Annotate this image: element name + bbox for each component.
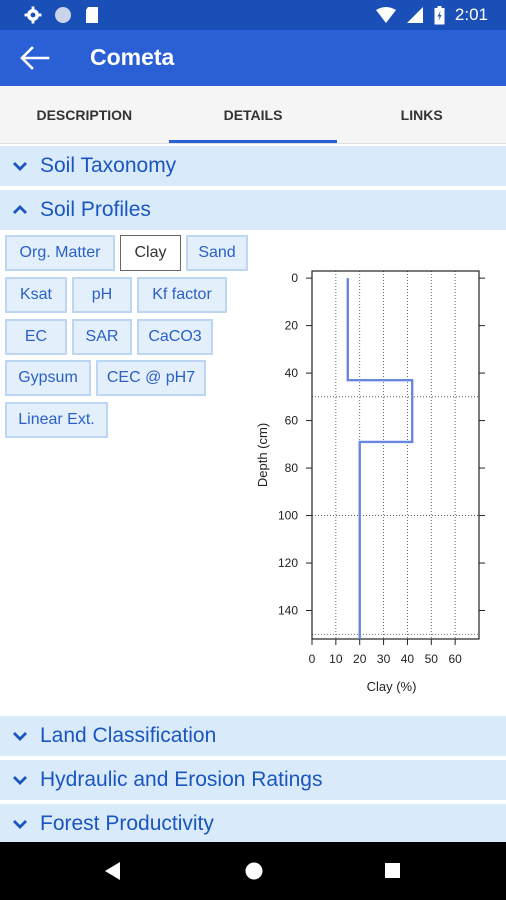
section-land-classification[interactable]: Land Classification (0, 716, 506, 756)
tab-description[interactable]: DESCRIPTION (36, 107, 133, 123)
section-forest-productivity[interactable]: Forest Productivity (0, 804, 506, 844)
section-soil-taxonomy[interactable]: Soil Taxonomy (0, 146, 506, 186)
status-right-icons: 2:01 (375, 5, 488, 25)
chevron-down-icon (0, 818, 40, 830)
ec-button[interactable]: EC (5, 319, 67, 355)
chevron-down-icon (0, 774, 40, 786)
y-tick-label: 120 (278, 556, 298, 570)
status-bar: 2:01 (0, 0, 506, 30)
clay-depth-series (346, 278, 414, 639)
section-label: Land Classification (40, 724, 217, 747)
section-soil-profiles[interactable]: Soil Profiles (0, 190, 506, 230)
battery-icon (434, 5, 445, 24)
org-matter-button[interactable]: Org. Matter (5, 235, 115, 271)
kf-factor-button[interactable]: Kf factor (137, 277, 227, 313)
x-tick-label: 10 (329, 652, 343, 666)
recent-square-icon[interactable] (384, 862, 402, 880)
tab-bar: DESCRIPTION DETAILS LINKS (0, 86, 506, 144)
caco3-button[interactable]: CaCO3 (137, 319, 213, 355)
status-time: 2:01 (454, 5, 488, 24)
circle-icon (55, 7, 71, 23)
y-axis-label: Depth (cm) (255, 423, 270, 487)
ph-button[interactable]: pH (72, 277, 132, 313)
soil-profiles-panel: Org. Matter Clay Sand Ksat pH Kf factor … (0, 231, 506, 713)
clay-depth-chart: 0 20 40 60 80 100 120 140 0 10 20 30 40 50 60 Clay (%) D… (255, 270, 485, 694)
chevron-up-icon (0, 204, 40, 216)
section-label: Hydraulic and Erosion Ratings (40, 768, 323, 791)
x-tick-label: 60 (448, 652, 462, 666)
sand-button[interactable]: Sand (186, 235, 248, 271)
back-triangle-icon[interactable] (104, 861, 122, 881)
tab-details[interactable]: DETAILS (168, 86, 338, 143)
status-left-icons (24, 6, 100, 24)
y-tick-label: 40 (285, 366, 299, 380)
linear-ext-button[interactable]: Linear Ext. (5, 402, 108, 438)
chevron-down-icon (0, 160, 40, 172)
gypsum-button[interactable]: Gypsum (5, 360, 91, 396)
system-nav-bar (0, 842, 506, 900)
sar-button[interactable]: SAR (72, 319, 132, 355)
x-axis-label: Clay (%) (367, 679, 417, 694)
sd-card-icon (86, 7, 98, 23)
signal-icon (406, 7, 423, 23)
arrow-back-icon (20, 46, 50, 70)
section-label: Forest Productivity (40, 812, 214, 835)
app-bar: Cometa (0, 30, 506, 86)
cec-ph7-button[interactable]: CEC @ pH7 (96, 360, 206, 396)
y-tick-label: 60 (285, 414, 299, 428)
x-tick-label: 40 (401, 652, 415, 666)
chevron-down-icon (0, 730, 40, 742)
y-tick-label: 100 (278, 509, 298, 523)
clay-button[interactable]: Clay (120, 235, 181, 271)
section-label: Soil Taxonomy (40, 154, 177, 177)
y-tick-label: 0 (291, 271, 298, 285)
x-tick-label: 30 (377, 652, 391, 666)
x-tick-label: 50 (425, 652, 439, 666)
plot-frame (311, 270, 480, 640)
back-button[interactable] (18, 44, 50, 72)
x-tick-label: 0 (309, 652, 316, 666)
section-label: Soil Profiles (40, 198, 151, 221)
app-title: Cometa (90, 44, 175, 70)
section-hydraulic-erosion[interactable]: Hydraulic and Erosion Ratings (0, 760, 506, 800)
y-tick-label: 140 (278, 604, 298, 618)
wifi-icon (375, 7, 396, 23)
gear-icon (24, 6, 42, 24)
tab-links[interactable]: LINKS (400, 107, 443, 123)
y-tick-label: 80 (285, 461, 299, 475)
x-tick-label: 20 (353, 652, 367, 666)
y-tick-label: 20 (285, 319, 299, 333)
ksat-button[interactable]: Ksat (5, 277, 67, 313)
home-circle-icon[interactable] (244, 861, 264, 881)
